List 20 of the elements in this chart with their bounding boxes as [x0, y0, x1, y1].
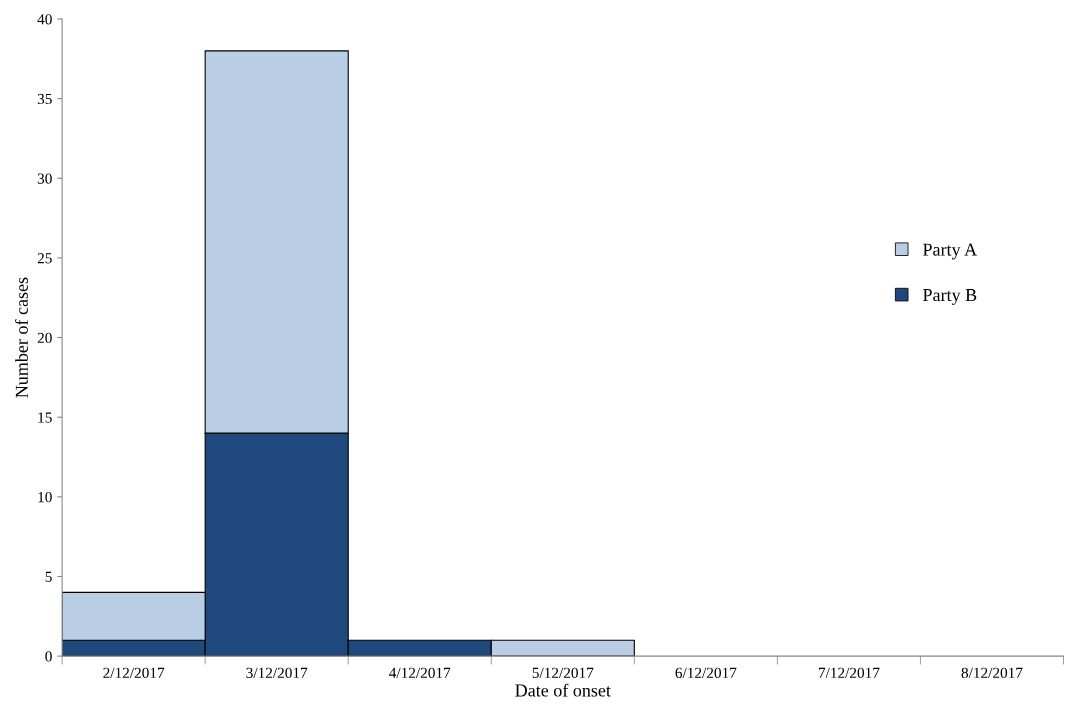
y-tick-label: 5	[45, 571, 52, 582]
x-tick-label: 6/12/2017	[675, 667, 737, 678]
y-tick-label: 0	[45, 651, 52, 662]
y-tick-label: 35	[37, 93, 52, 105]
y-tick-label: 30	[37, 173, 52, 184]
x-tick-label: 7/12/2017	[818, 667, 880, 678]
y-axis-title: Number of cases	[15, 277, 28, 398]
x-axis-title: Date of onset	[515, 683, 611, 697]
legend-label: Party A	[923, 243, 978, 260]
x-tick-label: 2/12/2017	[103, 667, 165, 678]
y-tick-label: 40	[37, 14, 52, 25]
y-tick-label: 25	[37, 253, 52, 264]
x-tick-label: 8/12/2017	[961, 667, 1023, 678]
x-tick-label: 4/12/2017	[389, 667, 451, 678]
y-tick-label: 15	[38, 412, 52, 423]
x-tick-label: 3/12/2017	[246, 667, 308, 678]
legend-label: Party B	[923, 289, 977, 305]
y-tick-label: 20	[37, 332, 52, 344]
x-tick-label: 5/12/2017	[532, 667, 594, 678]
y-tick-label: 10	[38, 491, 52, 503]
